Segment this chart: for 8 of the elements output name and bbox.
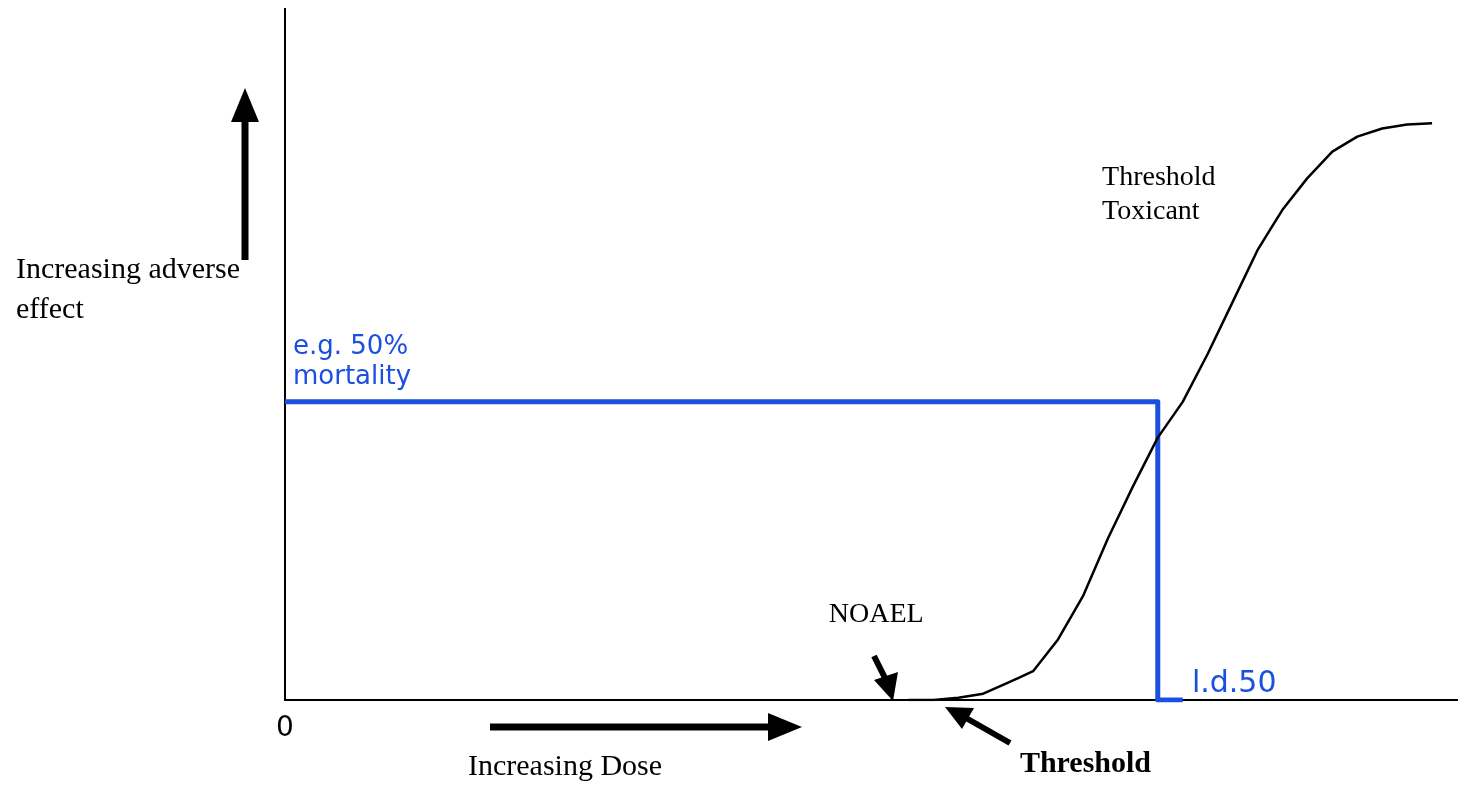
y-axis-title: Increasing adverse effect [16,251,241,324]
text: Threshold [1019,745,1152,778]
annotation: NOAEL [828,597,924,628]
text: 0 [276,710,294,743]
series-label: Threshold Toxicant [1102,160,1216,226]
annotation: e.g. 50% mortality [293,330,412,391]
x-axis-title: Increasing Dose [467,748,663,781]
annotation: l.d.50 [1191,664,1277,699]
